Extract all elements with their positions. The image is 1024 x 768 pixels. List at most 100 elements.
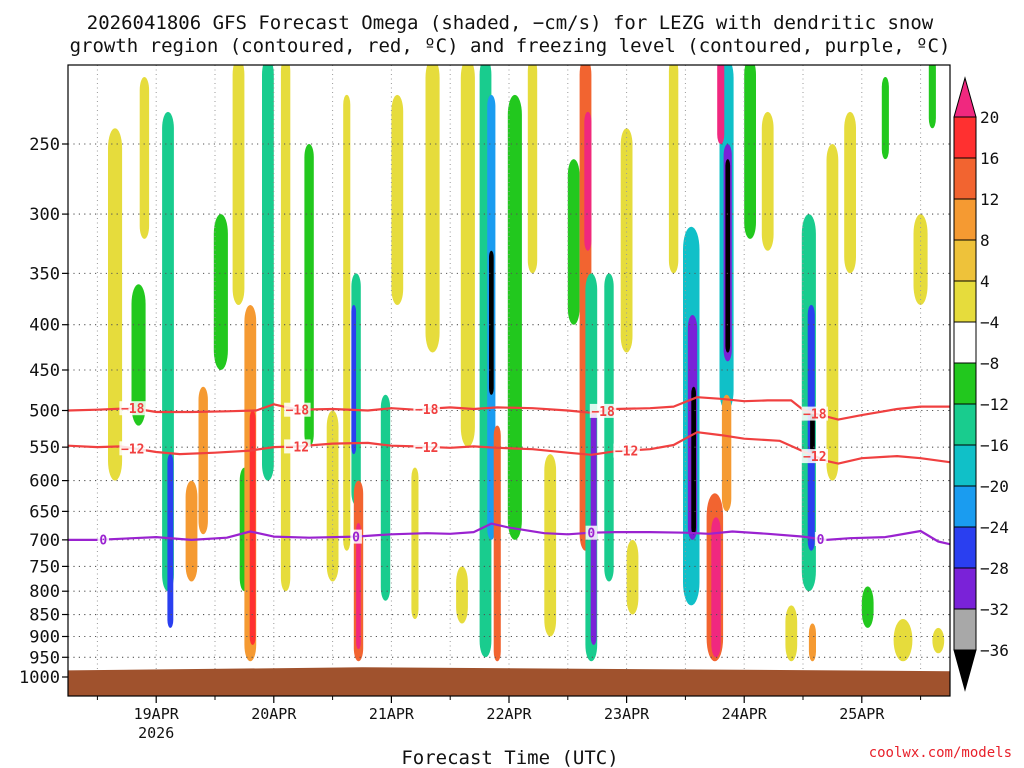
omega-cell-15 <box>326 410 339 582</box>
x-tick-label-24APR: 24APR <box>722 705 768 723</box>
x-tick-label-19APR: 19APR <box>134 705 180 723</box>
omega-cell-16 <box>343 94 351 551</box>
colorbar-label-11: −28 <box>980 559 1009 578</box>
colorbar-swatch-8 <box>953 444 977 487</box>
colorbar: 20 16 12 8 4 −4 −8 −12 −16 −20 −24 −28 −32 −36 <box>953 76 1009 692</box>
omega-cell-58 <box>785 605 798 662</box>
y-tick-label-250: 250 <box>29 135 60 155</box>
y-tick-label-800: 800 <box>29 582 60 602</box>
colorbar-label-2: 12 <box>980 190 999 209</box>
omega-cell-54 <box>761 111 774 251</box>
contour-label-1-2: −12 <box>415 441 438 456</box>
contour-label-0-0: −18 <box>121 402 145 417</box>
colorbar-label-1: 16 <box>980 149 999 168</box>
colorbar-bottom-arrow <box>953 649 977 692</box>
omega-cell-34 <box>567 159 580 325</box>
ground <box>68 667 950 696</box>
colorbar-label-7: −12 <box>980 395 1009 414</box>
omega-cell-24 <box>425 65 440 353</box>
omega-cell-39 <box>604 273 614 582</box>
contour-label-bg <box>814 532 827 546</box>
colorbar-swatch-2 <box>953 198 977 241</box>
contour-label-bg <box>97 532 109 547</box>
y-tick-label-750: 750 <box>29 557 60 577</box>
colorbar-swatch-10 <box>953 526 977 569</box>
omega-cell-30 <box>493 425 501 662</box>
y-tick-label-300: 300 <box>29 205 60 225</box>
omega-cell-62 <box>861 586 874 628</box>
colorbar-label-8: −16 <box>980 436 1009 455</box>
colorbar-label-10: −24 <box>980 518 1009 537</box>
watermark: coolwx.com/models <box>869 745 1012 761</box>
colorbar-label-3: 8 <box>980 231 990 250</box>
omega-cell-60 <box>826 144 839 481</box>
y-tick-label-350: 350 <box>29 264 60 284</box>
contour-label-bg <box>284 402 311 417</box>
colorbar-swatch-1 <box>953 157 977 200</box>
x-tick-sublabel-19APR: 2026 <box>138 724 174 742</box>
y-tick-label-400: 400 <box>29 316 60 336</box>
omega-cell-45 <box>691 386 696 535</box>
omega-cell-22 <box>391 94 404 306</box>
omega-cell-32 <box>527 65 538 274</box>
contour-label-0-4: −18 <box>803 408 827 423</box>
colorbar-swatch-last <box>953 608 977 651</box>
y-tick-label-850: 850 <box>29 606 60 626</box>
omega-cell-19 <box>356 523 361 650</box>
omega-cell-53 <box>744 65 756 239</box>
colorbar-swatch-3 <box>953 239 977 282</box>
colorbar-label-12: −32 <box>980 600 1009 619</box>
y-tick-label-950: 950 <box>29 648 60 668</box>
omega-cell-8 <box>232 65 245 305</box>
y-tick-label-450: 450 <box>29 361 60 381</box>
contour-label-0-3: −18 <box>591 405 615 420</box>
omega-cell-51 <box>717 65 725 144</box>
omega-cell-20 <box>351 305 357 455</box>
colorbar-swatch-0 <box>953 116 977 159</box>
chart-title-line1: 2026041806 GFS Forecast Omega (shaded, −… <box>87 12 934 34</box>
contour-label-bg <box>119 401 146 416</box>
contour-label-1-4: −12 <box>803 450 826 465</box>
omega-cell-7 <box>213 214 228 370</box>
y-tick-label-650: 650 <box>29 502 60 522</box>
chart-title-line2: growth region (contoured, red, ºC) and f… <box>70 35 951 57</box>
colorbar-swatch-7 <box>953 403 977 446</box>
omega-cell-29 <box>489 250 494 395</box>
contour-label-bg <box>801 449 828 464</box>
omega-cell-59 <box>808 623 816 662</box>
colorbar-label-4: 4 <box>980 272 990 291</box>
omega-cell-64 <box>893 619 913 662</box>
omega-cell-47 <box>711 517 721 658</box>
contour-label-bg <box>613 443 640 458</box>
contour-label-1-3: −12 <box>615 445 638 460</box>
y-tick-label-700: 700 <box>29 531 60 551</box>
omega-cell-25 <box>456 566 468 624</box>
contour-label-1-0: −12 <box>121 442 144 457</box>
omega-cell-14 <box>304 144 314 448</box>
omega-cell-61 <box>844 111 856 274</box>
contour-label-bg <box>801 406 828 421</box>
omega-cell-66 <box>928 65 936 129</box>
x-axis-title: Forecast Time (UTC) <box>401 747 618 768</box>
colorbar-swatch-6 <box>953 362 977 405</box>
omega-cell-33 <box>544 454 557 637</box>
contour-label-2-3: 0 <box>817 533 825 548</box>
omega-cell-31 <box>507 94 522 540</box>
contour-label-bg <box>413 439 440 454</box>
ground-terrain <box>68 667 950 696</box>
omega-cell-42 <box>668 65 679 274</box>
plot-area: −18 −18 −18 −18 −18 −12 −12 −12 −12 −12 0 0 0 0 <box>68 65 950 696</box>
omega-cell-40 <box>620 128 633 353</box>
contour-label-bg <box>119 441 146 456</box>
omega-cell-52 <box>721 394 732 512</box>
contour-label-bg <box>585 525 598 540</box>
contour-label-2-2: 0 <box>587 527 595 542</box>
omega-cell-41 <box>626 539 639 615</box>
colorbar-label-0: 20 <box>980 108 999 127</box>
y-tick-label-600: 600 <box>29 472 60 492</box>
colorbar-swatch-11 <box>953 567 977 610</box>
omega-cell-57 <box>810 410 815 455</box>
contour-label-0-2: −18 <box>415 403 439 418</box>
